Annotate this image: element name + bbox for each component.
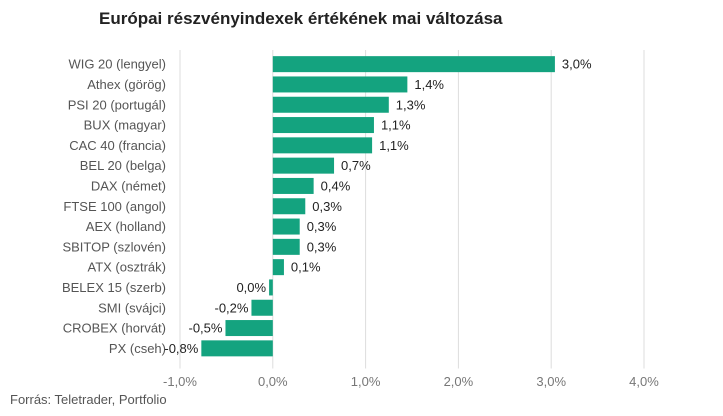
- value-label: 1,1%: [381, 118, 411, 133]
- bar: [272, 96, 389, 113]
- bar: [272, 137, 373, 154]
- bar: [269, 279, 273, 296]
- value-label: 0,0%: [236, 280, 266, 295]
- category-label: SMI (svájci): [98, 300, 166, 315]
- category-label: AEX (holland): [86, 219, 166, 234]
- source-note: Forrás: Teletrader, Portfolio: [10, 392, 167, 407]
- bar: [272, 177, 314, 194]
- bar: [272, 117, 374, 134]
- category-label: CAC 40 (francia): [69, 138, 166, 153]
- value-label: 0,7%: [341, 158, 371, 173]
- x-tick-label: 2,0%: [444, 374, 474, 389]
- bar: [272, 259, 284, 276]
- bar: [272, 76, 408, 93]
- x-tick-label: 4,0%: [629, 374, 659, 389]
- value-label: 1,1%: [379, 138, 409, 153]
- bar: [251, 299, 273, 316]
- category-label: BELEX 15 (szerb): [62, 280, 166, 295]
- bar: [225, 320, 273, 337]
- value-label: 1,3%: [396, 97, 426, 112]
- value-label: 0,4%: [321, 178, 351, 193]
- category-label: PSI 20 (portugál): [68, 97, 166, 112]
- value-label: 1,4%: [414, 77, 444, 92]
- bar: [272, 238, 300, 255]
- category-label: BEL 20 (belga): [80, 158, 166, 173]
- value-label: -0,8%: [164, 341, 198, 356]
- bar: [272, 218, 300, 235]
- value-label: -0,2%: [214, 300, 248, 315]
- bar: [272, 198, 306, 215]
- bar: [272, 56, 555, 73]
- category-label: BUX (magyar): [84, 118, 166, 133]
- category-label: DAX (német): [91, 178, 166, 193]
- bar: [201, 340, 273, 357]
- category-label: ATX (osztrák): [88, 260, 167, 275]
- x-tick-label: 3,0%: [536, 374, 566, 389]
- category-label: SBITOP (szlovén): [62, 239, 166, 254]
- bar: [272, 157, 335, 174]
- category-label: PX (cseh): [109, 341, 166, 356]
- x-tick-label: 0,0%: [258, 374, 288, 389]
- category-label: WIG 20 (lengyel): [68, 57, 166, 72]
- value-label: 0,1%: [291, 260, 321, 275]
- x-tick-label: 1,0%: [351, 374, 381, 389]
- value-label: 3,0%: [562, 57, 592, 72]
- category-label: CROBEX (horvát): [63, 321, 166, 336]
- category-label: FTSE 100 (angol): [63, 199, 166, 214]
- value-label: 0,3%: [312, 199, 342, 214]
- value-label: 0,3%: [307, 239, 337, 254]
- category-label: Athex (görög): [87, 77, 166, 92]
- chart-title: Európai részvényindexek értékének mai vá…: [99, 9, 503, 28]
- value-label: 0,3%: [307, 219, 337, 234]
- x-tick-label: -1,0%: [163, 374, 197, 389]
- value-label: -0,5%: [189, 321, 223, 336]
